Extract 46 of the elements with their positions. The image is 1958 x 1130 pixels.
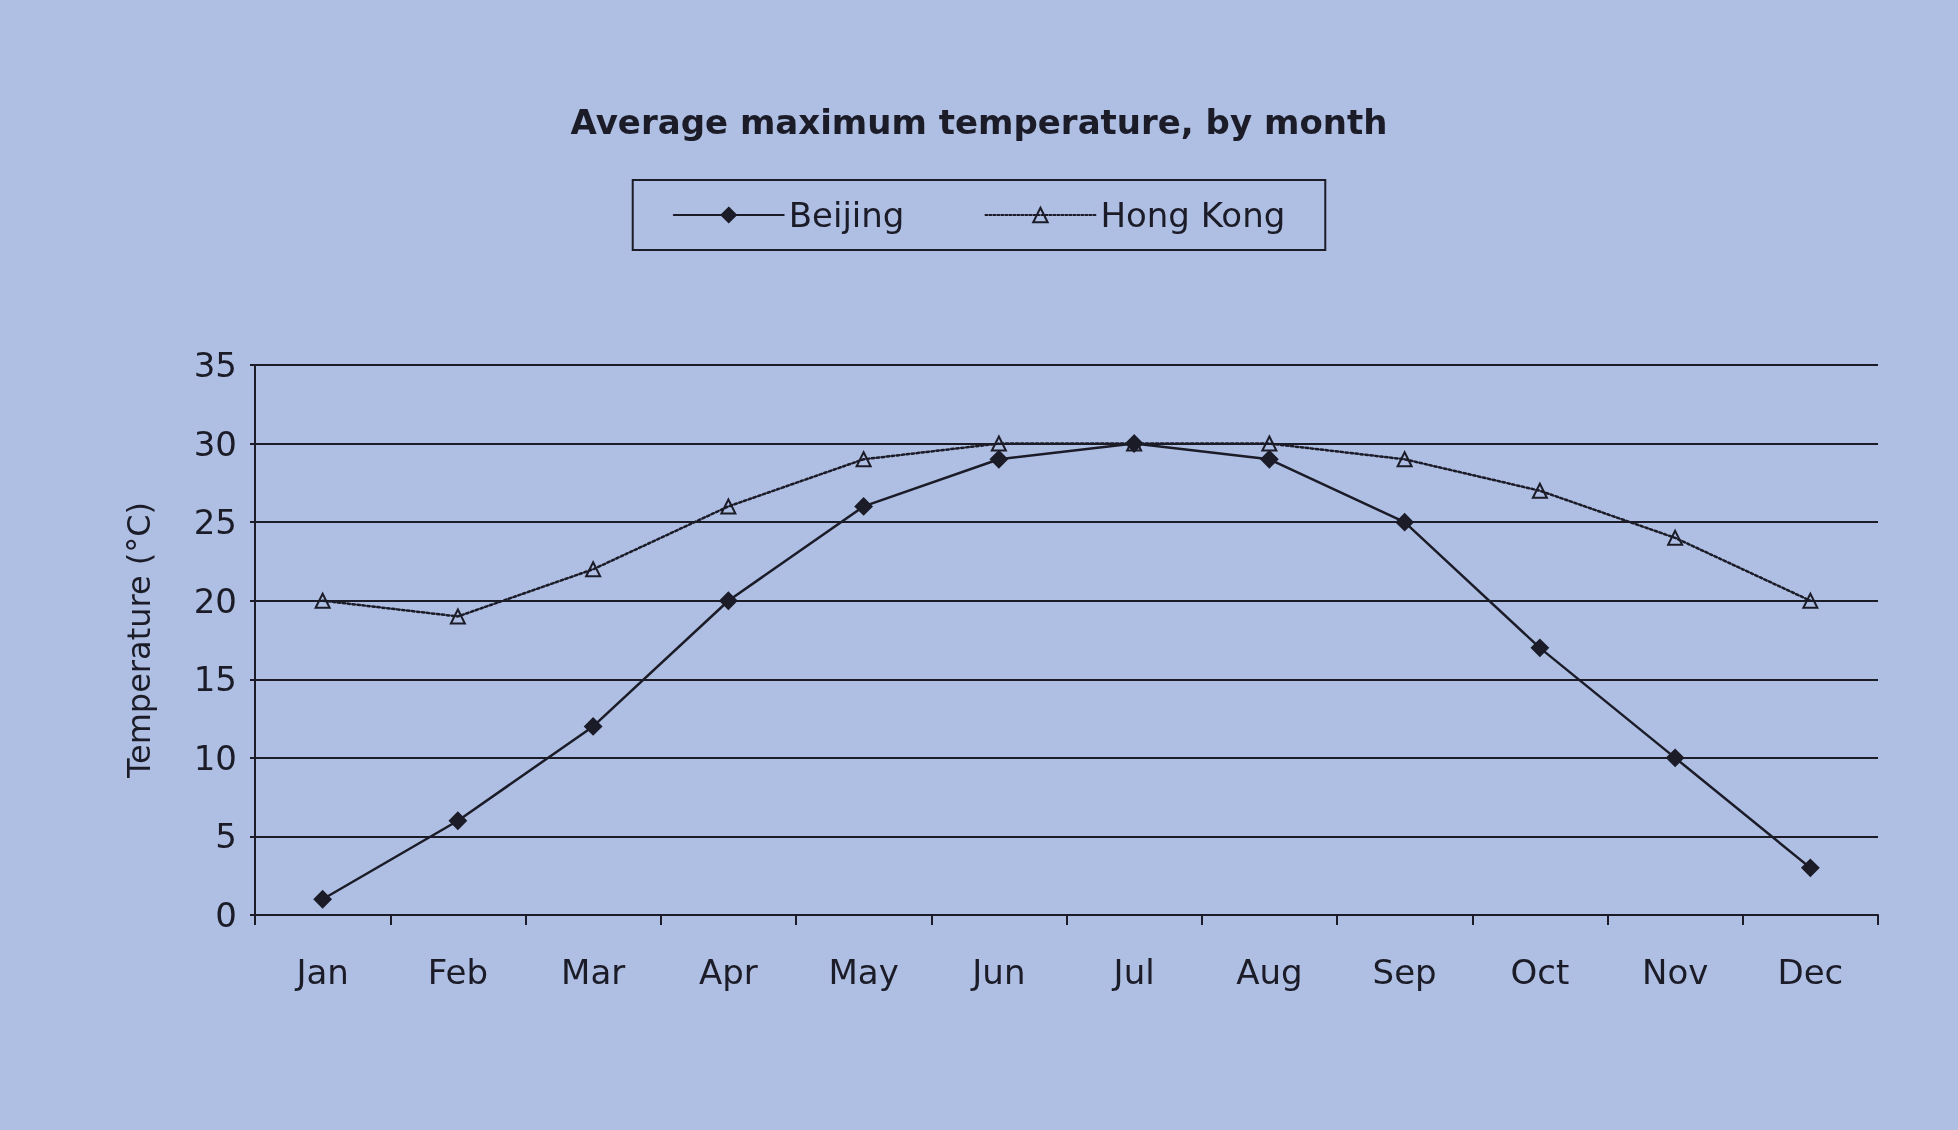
point (855, 451, 872, 468)
y-tick-label: 5 (215, 816, 237, 857)
x-tick-label: Dec (1777, 952, 1844, 992)
point (1531, 482, 1548, 499)
point (990, 435, 1007, 452)
chart-title: Average maximum temperature, by month (570, 102, 1388, 142)
point (989, 450, 1008, 469)
point (1261, 435, 1278, 452)
point (313, 890, 332, 909)
x-tick-label: Jun (970, 952, 1026, 992)
point (720, 498, 737, 515)
x-tick-label: Apr (698, 952, 758, 992)
point (719, 591, 738, 610)
point (314, 592, 331, 609)
point (585, 561, 602, 578)
point (1260, 450, 1279, 469)
y-axis-title: Temperature (°C) (120, 501, 158, 780)
point (1802, 592, 1819, 609)
x-tick-label: May (828, 952, 899, 992)
x-tick-label: Aug (1236, 952, 1303, 992)
y-tick-label: 30 (193, 423, 237, 464)
legend-label: Beijing (788, 195, 905, 235)
point (1801, 858, 1820, 877)
x-tick-label: Nov (1641, 952, 1709, 992)
point (854, 497, 873, 516)
legend-label: Hong Kong (1100, 195, 1286, 235)
point (1666, 748, 1685, 767)
point (1667, 529, 1684, 546)
x-tick-label: Mar (561, 952, 626, 992)
x-tick-label: Jul (1111, 952, 1155, 992)
y-tick-label: 0 (215, 895, 237, 935)
point (1530, 638, 1549, 657)
y-tick-label: 35 (193, 345, 237, 385)
y-tick-label: 15 (193, 659, 237, 700)
point (448, 811, 467, 830)
x-tick-label: Jan (294, 952, 349, 992)
x-tick-label: Oct (1510, 952, 1570, 992)
y-tick-label: 10 (193, 737, 237, 778)
point (1395, 513, 1414, 532)
y-tick-label: 25 (193, 502, 237, 543)
point (449, 608, 466, 625)
point (1396, 451, 1413, 468)
y-tick-label: 20 (193, 580, 237, 621)
x-tick-label: Sep (1372, 952, 1437, 992)
x-tick-label: Feb (427, 952, 488, 992)
point (584, 717, 603, 736)
